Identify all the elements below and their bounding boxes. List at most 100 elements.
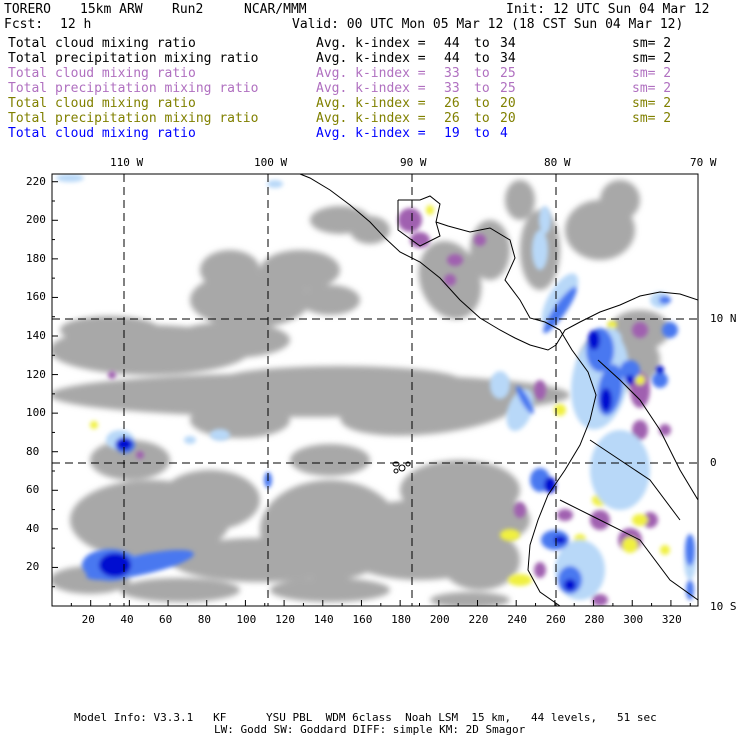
legend-kindex-to: 20 <box>500 96 516 111</box>
cloud-blob <box>600 180 640 220</box>
cloud-blob <box>490 371 510 399</box>
lat-label-10s: 10 S <box>710 600 737 613</box>
model-info: Model Info: V3.3.1 KF YSU PBL WDM 6class… <box>74 711 657 724</box>
lat-lon-gridlines <box>52 174 698 606</box>
cloud-blob <box>543 286 577 334</box>
cloud-blob <box>116 438 132 450</box>
x-tick-label: 200 <box>429 613 450 626</box>
lat-label-0: 0 <box>710 456 717 469</box>
y-tick-label: 40 <box>26 521 40 535</box>
cloud-blob <box>557 509 573 521</box>
legend-field-name: Total cloud mixing ratio <box>8 66 196 81</box>
cloud-blob <box>600 388 612 412</box>
y-tick-label: 220 <box>26 174 46 188</box>
cloud-blob <box>686 580 694 600</box>
cloud-blob <box>267 180 283 188</box>
cloud-blob <box>220 366 460 394</box>
legend-kindex-label: Avg. k-index = <box>316 36 426 51</box>
cloud-blob <box>470 220 510 280</box>
y-tick-label: 140 <box>26 329 46 342</box>
cloud-blob <box>444 274 456 286</box>
legend-kindex-to: 20 <box>500 111 516 126</box>
cloud-blob <box>350 216 390 244</box>
cloud-blob <box>184 436 196 444</box>
y-tick-label: 180 <box>26 251 46 265</box>
cloud-blob <box>136 451 144 459</box>
x-tick-label: 60 <box>159 613 173 626</box>
cloud-blob <box>642 512 658 528</box>
cloud-blob <box>108 371 116 379</box>
lon-label-70w: 70 W <box>690 156 717 169</box>
legend-field-name: Total cloud mixing ratio <box>8 96 196 111</box>
cloud-blob <box>662 322 678 338</box>
fcst-value: 12 h <box>60 17 92 32</box>
cloud-blob <box>554 404 566 416</box>
legend-kindex-to-word: to <box>474 51 490 66</box>
legend-kindex-to: 34 <box>500 51 516 66</box>
legend-field-name: Total cloud mixing ratio <box>8 36 196 51</box>
cloud-blob <box>564 579 576 591</box>
x-tick-label: 140 <box>313 613 334 626</box>
legend-kindex-to-word: to <box>474 81 490 96</box>
cloud-blob <box>430 592 510 606</box>
org-label: NCAR/MMM <box>244 2 307 17</box>
cloud-blob <box>685 534 695 566</box>
coastlines <box>299 174 698 606</box>
cloud-blob <box>120 578 240 602</box>
legend-smoothing: sm= 2 <box>632 36 672 51</box>
physics-info: LW: Godd SW: Goddard DIFF: simple KM: 2D… <box>214 723 526 736</box>
model-name: TORERO <box>4 2 51 17</box>
cloud-blob <box>630 372 650 408</box>
cloud-blob <box>290 444 370 476</box>
legend-kindex-from: 26 <box>444 96 460 111</box>
legend-kindex-label: Avg. k-index = <box>316 96 426 111</box>
cloud-blob <box>534 380 546 400</box>
x-tick-label: 280 <box>584 613 605 626</box>
x-tick-label: 20 <box>81 613 95 626</box>
cloud-blob <box>500 529 520 541</box>
legend-smoothing: sm= 2 <box>632 96 672 111</box>
x-tick-label: 260 <box>545 613 566 626</box>
cloud-blob <box>652 372 668 388</box>
x-tick-label: 220 <box>468 613 489 626</box>
legend-field-name: Total precipitation mixing ratio <box>8 81 259 96</box>
legend-kindex-to-word: to <box>474 96 490 111</box>
cloud-blob <box>60 316 160 344</box>
cloud-blob <box>656 366 664 374</box>
x-tick-label: 100 <box>236 613 257 626</box>
x-tick-label: 80 <box>197 613 211 626</box>
cloud-blob <box>300 285 360 315</box>
cloud-blob <box>620 360 640 380</box>
cloud-blob <box>516 386 534 414</box>
legend-kindex-label: Avg. k-index = <box>316 111 426 126</box>
legend-smoothing: sm= 2 <box>632 111 672 126</box>
legend-kindex-to-word: to <box>474 111 490 126</box>
border-lines <box>559 359 698 601</box>
cloud-blob <box>659 424 671 436</box>
cloud-blob <box>200 250 260 290</box>
legend-kindex-from: 33 <box>444 66 460 81</box>
cloud-blob <box>539 206 551 234</box>
lon-label-100w: 100 W <box>254 156 288 169</box>
map-frame <box>51 173 699 607</box>
galapagos-islands <box>392 461 411 474</box>
cloud-gray-layer <box>52 180 670 606</box>
cloud-blob <box>99 553 131 577</box>
coastline-yucatan <box>398 195 561 331</box>
lon-label-80w: 80 W <box>544 156 571 169</box>
cloud-blob <box>632 514 648 526</box>
lat-label-10n: 10 N <box>710 312 737 325</box>
valid-time: Valid: 00 UTC Mon 05 Mar 12 (18 CST Sun … <box>292 17 684 32</box>
axis-ticks <box>52 181 691 606</box>
cloud-blob <box>56 174 84 182</box>
legend-kindex-from: 19 <box>444 126 460 141</box>
cloud-blob <box>632 322 648 338</box>
legend-kindex-label: Avg. k-index = <box>316 51 426 66</box>
cloud-blob <box>625 375 635 385</box>
x-tick-label: 160 <box>352 613 373 626</box>
legend-smoothing: sm= 2 <box>632 66 672 81</box>
lon-label-90w: 90 W <box>400 156 427 169</box>
legend-kindex-to: 34 <box>500 36 516 51</box>
run-label: Run2 <box>172 2 204 17</box>
